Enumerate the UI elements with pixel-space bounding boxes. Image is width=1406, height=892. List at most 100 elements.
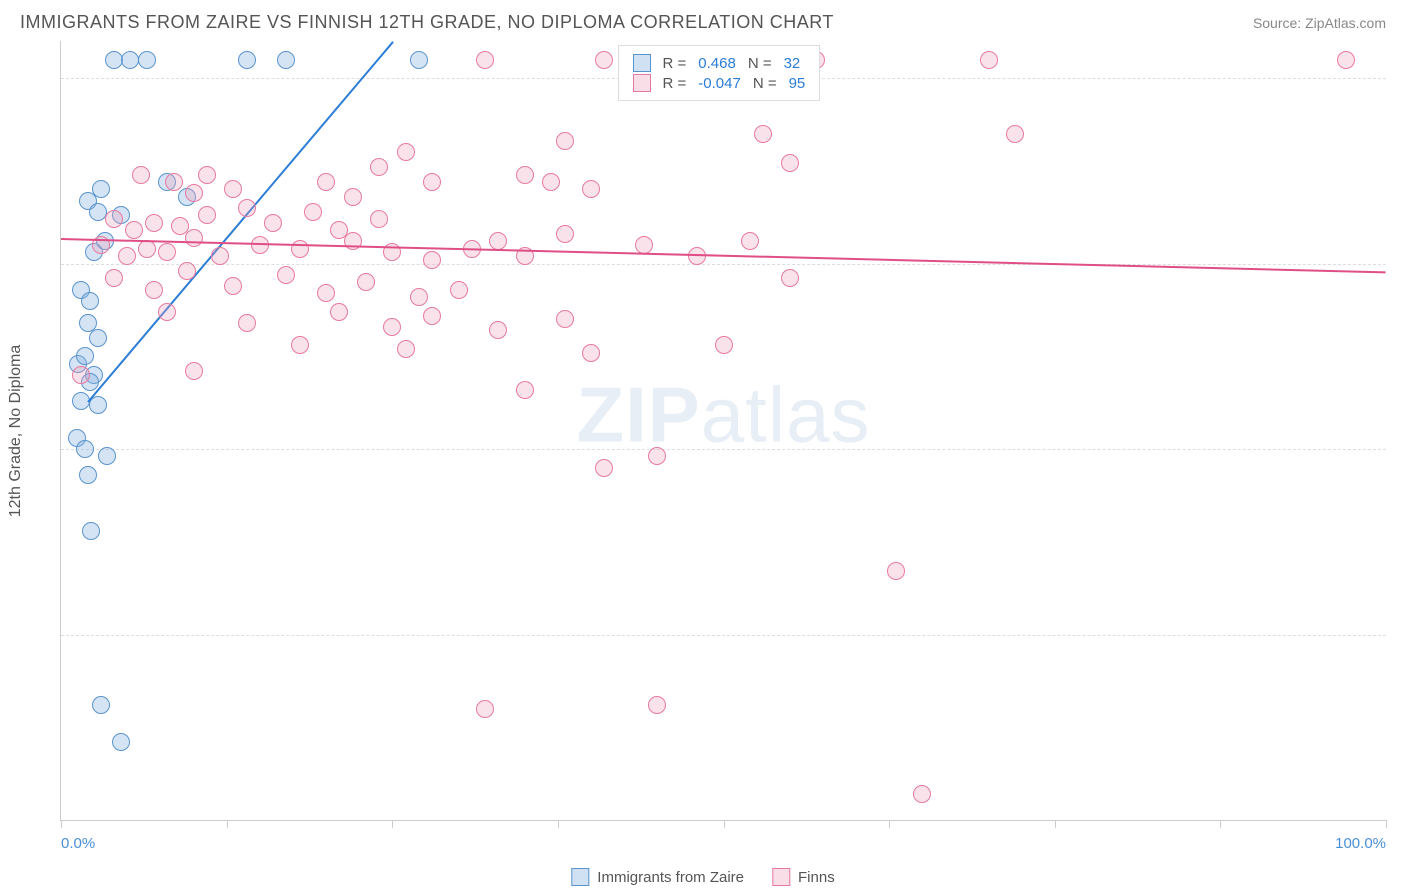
data-point [118, 247, 136, 265]
data-point [410, 288, 428, 306]
x-tick [558, 820, 559, 828]
legend-swatch-blue [571, 868, 589, 886]
data-point [582, 344, 600, 362]
x-tick [392, 820, 393, 828]
data-point [423, 173, 441, 191]
data-point [89, 329, 107, 347]
data-point [980, 51, 998, 69]
data-point [145, 214, 163, 232]
data-point [165, 173, 183, 191]
scatter-chart: 12th Grade, No Diploma ZIPatlas R = 0.46… [60, 41, 1386, 821]
data-point [595, 459, 613, 477]
data-point [542, 173, 560, 191]
data-point [211, 247, 229, 265]
data-point [397, 143, 415, 161]
data-point [330, 303, 348, 321]
data-point [450, 281, 468, 299]
data-point [138, 51, 156, 69]
y-axis-title: 12th Grade, No Diploma [7, 344, 25, 517]
data-point [370, 210, 388, 228]
data-point [516, 166, 534, 184]
x-tick [724, 820, 725, 828]
data-point [304, 203, 322, 221]
data-point [344, 232, 362, 250]
data-point [344, 188, 362, 206]
data-point [81, 292, 99, 310]
data-point [76, 440, 94, 458]
data-point [158, 243, 176, 261]
correlation-stats-box: R = 0.468 N = 32 R = -0.047 N = 95 [618, 45, 821, 101]
data-point [423, 307, 441, 325]
data-point [138, 240, 156, 258]
data-point [238, 51, 256, 69]
r-label: R = [663, 75, 687, 92]
data-point [781, 269, 799, 287]
x-tick [1386, 820, 1387, 828]
data-point [1006, 125, 1024, 143]
data-point [82, 522, 100, 540]
x-tick [1055, 820, 1056, 828]
data-point [198, 166, 216, 184]
data-point [92, 180, 110, 198]
data-point [145, 281, 163, 299]
n-value-pink: 95 [789, 75, 806, 92]
data-point [357, 273, 375, 291]
legend-swatch-blue [633, 54, 651, 72]
x-tick [227, 820, 228, 828]
data-point [476, 700, 494, 718]
x-tick [61, 820, 62, 828]
data-point [317, 173, 335, 191]
data-point [648, 696, 666, 714]
data-point [185, 229, 203, 247]
data-point [476, 51, 494, 69]
data-point [92, 696, 110, 714]
data-point [582, 180, 600, 198]
data-point [185, 362, 203, 380]
data-point [370, 158, 388, 176]
r-value-blue: 0.468 [698, 55, 736, 72]
legend-swatch-pink [633, 74, 651, 92]
data-point [291, 336, 309, 354]
data-point [913, 785, 931, 803]
data-point [105, 269, 123, 287]
data-point [489, 232, 507, 250]
n-label: N = [748, 55, 772, 72]
data-point [635, 236, 653, 254]
data-point [556, 132, 574, 150]
data-point [178, 262, 196, 280]
trend-line [61, 238, 1386, 273]
data-point [556, 310, 574, 328]
data-point [595, 51, 613, 69]
gridline [61, 264, 1386, 265]
data-point [121, 51, 139, 69]
data-point [72, 366, 90, 384]
data-point [277, 51, 295, 69]
data-point [238, 199, 256, 217]
data-point [887, 562, 905, 580]
data-point [238, 314, 256, 332]
y-tick-label: 100.0% [1396, 70, 1406, 87]
data-point [556, 225, 574, 243]
data-point [648, 447, 666, 465]
y-tick-label: 85.0% [1396, 626, 1406, 643]
data-point [158, 303, 176, 321]
gridline [61, 449, 1386, 450]
x-tick [889, 820, 890, 828]
x-axis-max-label: 100.0% [1335, 835, 1386, 852]
data-point [98, 447, 116, 465]
data-point [112, 733, 130, 751]
data-point [516, 381, 534, 399]
data-point [741, 232, 759, 250]
r-label: R = [663, 55, 687, 72]
data-point [754, 125, 772, 143]
data-point [317, 284, 335, 302]
data-point [185, 184, 203, 202]
data-point [224, 277, 242, 295]
legend-label-pink: Finns [798, 869, 835, 886]
data-point [76, 347, 94, 365]
data-point [410, 51, 428, 69]
gridline [61, 635, 1386, 636]
data-point [264, 214, 282, 232]
chart-title: IMMIGRANTS FROM ZAIRE VS FINNISH 12TH GR… [20, 12, 834, 33]
data-point [383, 318, 401, 336]
